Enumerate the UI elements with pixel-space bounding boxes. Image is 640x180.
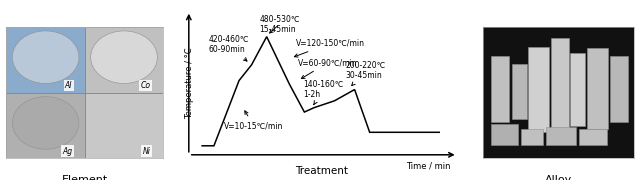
Text: V=10-15℃/min: V=10-15℃/min bbox=[224, 111, 284, 130]
Ellipse shape bbox=[12, 31, 79, 84]
Text: 480-530℃
15-45min: 480-530℃ 15-45min bbox=[259, 15, 300, 34]
Text: 420-460℃
60-90min: 420-460℃ 60-90min bbox=[209, 35, 249, 61]
Bar bbox=[521, 129, 543, 145]
Bar bbox=[609, 56, 628, 122]
Bar bbox=[570, 53, 586, 126]
Bar bbox=[547, 127, 577, 145]
Ellipse shape bbox=[12, 97, 79, 149]
Ellipse shape bbox=[91, 31, 157, 84]
Text: Time / min: Time / min bbox=[406, 162, 450, 171]
Text: V=120-150℃/min: V=120-150℃/min bbox=[294, 39, 365, 57]
Text: Temperature / °C: Temperature / °C bbox=[185, 47, 194, 119]
Bar bbox=[512, 64, 527, 119]
Bar bbox=[529, 47, 549, 132]
Bar bbox=[6, 93, 84, 158]
Bar bbox=[579, 129, 607, 145]
Text: 200-220℃
30-45min: 200-220℃ 30-45min bbox=[346, 61, 386, 86]
Text: Ag: Ag bbox=[62, 147, 72, 156]
Text: Ni: Ni bbox=[143, 147, 150, 156]
Bar bbox=[84, 27, 163, 93]
Bar bbox=[84, 93, 163, 158]
Text: V=60-90℃/min: V=60-90℃/min bbox=[298, 58, 358, 78]
Text: Alloy: Alloy bbox=[545, 176, 572, 180]
Text: Co: Co bbox=[141, 81, 150, 90]
Bar bbox=[587, 48, 608, 129]
Bar bbox=[491, 56, 509, 122]
Text: Al: Al bbox=[65, 81, 72, 90]
Bar bbox=[6, 27, 84, 93]
Text: Treatment: Treatment bbox=[296, 166, 348, 176]
Text: Element: Element bbox=[61, 176, 108, 180]
Bar bbox=[491, 124, 518, 145]
Text: 140-160℃
1-2h: 140-160℃ 1-2h bbox=[303, 80, 344, 105]
Bar bbox=[551, 37, 569, 132]
